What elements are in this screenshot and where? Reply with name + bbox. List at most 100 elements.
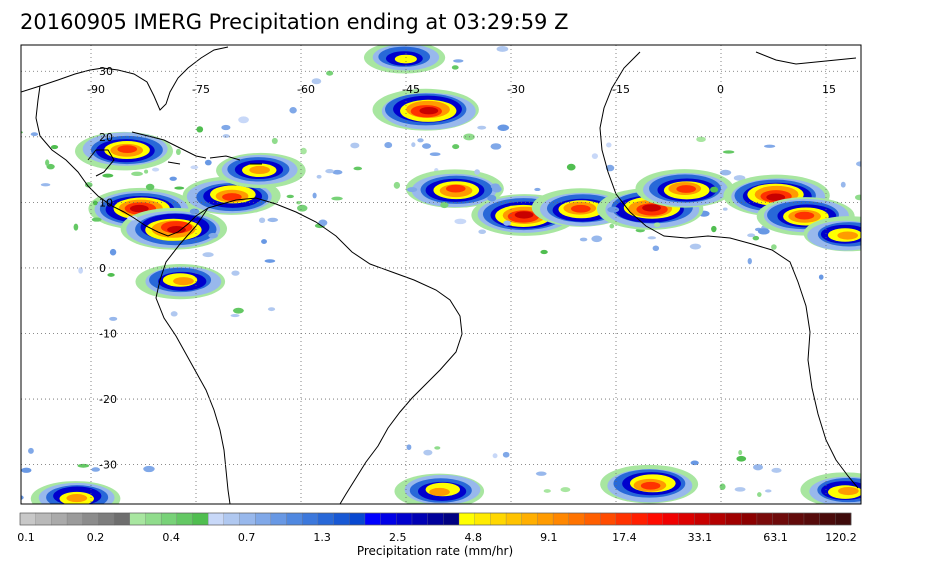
lat-tick-label: 0	[99, 262, 106, 275]
colorbar-swatch	[255, 512, 272, 526]
precip-speckle	[131, 171, 143, 177]
precip-speckle	[422, 143, 432, 149]
lon-tick-label: -75	[192, 83, 210, 96]
precip-speckle	[170, 311, 178, 317]
lat-tick-label: -30	[99, 459, 117, 472]
precip-speckle	[566, 163, 576, 171]
precip-speckle	[208, 232, 218, 239]
colorbar-swatch	[113, 512, 131, 526]
precip-speckle	[300, 147, 307, 155]
precip-contour	[640, 481, 661, 490]
precip-speckle	[77, 463, 90, 468]
precip-speckle	[289, 107, 297, 114]
precip-speckle	[353, 166, 363, 171]
precip-speckle	[190, 165, 199, 170]
precip-speckle	[511, 527, 517, 531]
precip-cell	[719, 452, 933, 515]
colorbar-swatch	[411, 512, 429, 526]
precip-speckle	[763, 144, 776, 148]
precip-cell	[131, 116, 360, 223]
precip-speckle	[875, 193, 882, 196]
colorbar-swatch	[584, 512, 601, 526]
precip-speckle	[429, 152, 441, 157]
precip-speckle	[107, 273, 115, 277]
lat-tick-label: 10	[99, 196, 113, 209]
colorbar-swatch	[615, 512, 632, 526]
precip-speckle	[502, 451, 510, 458]
colorbar-swatch	[349, 512, 366, 526]
precip-speckle	[891, 511, 901, 515]
precip-speckle	[151, 167, 160, 172]
precip-speckle	[719, 483, 726, 490]
coastline-africa	[599, 51, 859, 489]
colorbar-swatch	[129, 512, 146, 526]
colorbar-swatch	[552, 512, 570, 526]
colorbar-tick-label: 4.8	[464, 531, 483, 544]
precip-speckle	[747, 233, 756, 238]
colorbar-swatch	[317, 512, 335, 526]
colorbar-swatch	[145, 512, 162, 526]
precip-speckle	[905, 217, 909, 222]
colorbar-swatch	[66, 512, 84, 526]
precip-speckle	[144, 169, 149, 174]
precip-speckle	[91, 467, 101, 472]
precip-speckle	[477, 125, 487, 130]
colorbar-tick-label: 0.1	[17, 531, 35, 544]
colorbar-swatch	[505, 512, 523, 526]
colorbar-tick-label: 63.1	[763, 531, 788, 544]
precip-speckle	[238, 116, 249, 124]
precip-speckle	[174, 186, 185, 190]
precip-contour	[117, 145, 138, 153]
precip-speckle	[368, 38, 372, 41]
colorbar-swatch	[302, 512, 319, 526]
precip-speckle	[488, 534, 498, 538]
precip-cell	[605, 136, 776, 250]
colorbar-swatch	[51, 512, 68, 526]
precip-speckle	[30, 132, 39, 137]
coastline-hispaniola	[209, 155, 241, 161]
precip-contour	[173, 277, 194, 286]
precip-speckle	[560, 487, 571, 493]
precip-cell	[325, 138, 533, 235]
precip-speckle	[579, 237, 588, 242]
precip-speckle	[887, 205, 892, 209]
precip-contour	[766, 193, 786, 201]
precip-speckle	[267, 217, 279, 223]
precip-speckle	[452, 144, 460, 150]
precip-speckle	[451, 65, 459, 70]
precip-speckle	[417, 138, 424, 143]
colorbar-swatch	[662, 512, 679, 526]
precip-speckle	[771, 244, 777, 250]
colorbar-swatch	[694, 512, 711, 526]
precip-speckle	[10, 510, 18, 514]
colorbar-swatch	[19, 512, 37, 526]
precip-speckle	[738, 449, 743, 456]
precip-speckle	[753, 464, 763, 471]
precip-speckle	[326, 70, 334, 76]
precip-speckle	[296, 200, 301, 205]
precip-cell	[394, 444, 551, 538]
precip-speckle	[271, 137, 278, 145]
colorbar-swatch	[537, 512, 554, 526]
precip-speckle	[312, 192, 317, 199]
precip-contour	[394, 54, 417, 64]
precip-speckle	[497, 124, 510, 131]
colorbar-swatch	[270, 512, 287, 526]
precip-speckle	[492, 453, 498, 459]
precip-speckle	[925, 484, 933, 487]
precip-cell	[326, 31, 509, 76]
precip-speckle	[474, 169, 480, 175]
precip-cell	[289, 48, 510, 174]
colorbar-title: Precipitation rate (mm/hr)	[356, 544, 514, 558]
precip-speckle	[423, 31, 428, 37]
precip-speckle	[870, 452, 882, 458]
precip-speckle	[202, 252, 214, 258]
precip-contour	[838, 486, 859, 496]
precip-speckle	[711, 225, 717, 233]
precip-speckle	[411, 142, 416, 148]
lon-tick-label: -30	[507, 83, 525, 96]
precip-speckle	[478, 229, 487, 235]
lon-tick-label: 0	[717, 83, 724, 96]
precip-speckle	[888, 174, 893, 179]
precip-speckle	[540, 249, 548, 255]
